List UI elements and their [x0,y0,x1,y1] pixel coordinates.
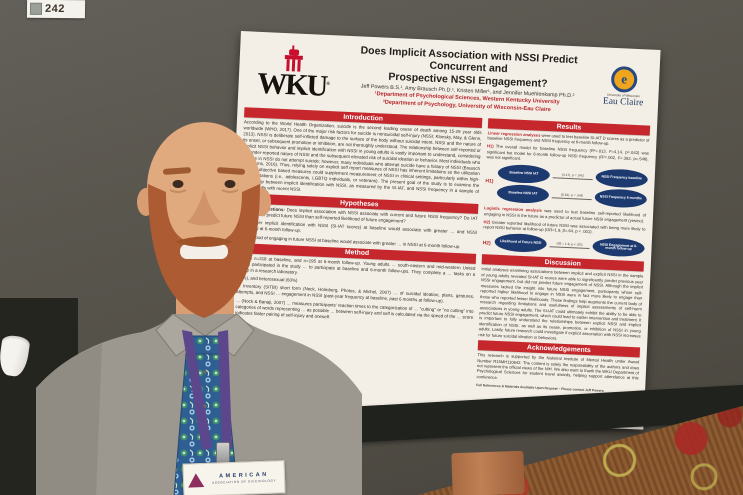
shirt-button [203,404,207,408]
acknowledgements-body: This research is supported by the Nation… [476,352,640,381]
diagram-node: NSSI Frequency 6 months [594,188,648,209]
sign-square-icon [29,2,43,15]
wku-logo: WKU® [245,43,341,102]
poster-board-number-sign: 242 [26,0,86,19]
discussion-body: Initial analyses examining associations … [478,266,644,341]
person-head [147,122,261,254]
diagram-node: Baseline NSSI IAT [496,183,550,205]
person-eye-right [224,180,236,188]
shirt-arm-shading [36,344,102,495]
presenter-person [36,122,362,495]
diagram-edge: (0.61), p = .548 [551,192,592,201]
lanyard-strap-left [182,330,212,450]
diagram-edge-line [551,197,592,201]
wku-cupola-icon [284,44,303,72]
wooden-table-leg [451,450,525,495]
smile-crease-right [221,189,239,193]
uwec-mark-icon: e [610,65,638,93]
shirt-collar-left [155,313,206,357]
diagram-edge-line [549,246,590,250]
poster-title-block: Does Implicit Association with NSSI Pred… [343,44,593,114]
lanyard-strap-right [218,330,232,448]
person-eyebrow-right [217,167,245,175]
registered-mark: ® [326,81,329,87]
person-eye-left [172,180,184,188]
diagram-node: NSSI Frequency baseline [595,167,649,189]
h2-path-diagram: H2) Likelihood of Future NSSI OR = 1.9, … [483,233,645,258]
shirt-collar-right [204,313,255,357]
diagram-node: Baseline NSSI IAT [497,163,551,184]
room-number: 242 [44,2,65,16]
badge-text-block: AMERICAN ASSOCIATION OF SUICIDOLOGY [208,471,280,485]
aas-triangle-icon [187,472,205,488]
uwec-logo: e University of Wisconsin Eau Claire [595,65,653,108]
poster-right-column: Results Linear regression analyses were … [476,115,651,394]
h1-diagram-label: H1) [485,178,494,185]
diagram-edge-line [552,176,593,180]
person-smile [180,244,228,259]
poster-header: WKU® Does Implicit Association with NSSI… [245,36,654,120]
diagram-edge: (4.17), p = .043 [552,172,593,180]
conference-name-badge: AMERICAN ASSOCIATION OF SUICIDOLOGY [182,460,286,495]
diagram-node: Likelihood of Future NSSI [494,233,548,254]
diagram-node: NSSI Engagement at 6-month follow-up [592,237,645,258]
uwec-city-text: Eau Claire [602,95,644,108]
research-poster: WKU® Does Implicit Association with NSSI… [223,31,661,430]
h2-diagram-label: H2) [482,239,491,247]
diagram-row: Baseline NSSI IAT (0.61), p = .548 NSSI … [496,183,648,209]
person-mustache [174,236,234,247]
diagram-edge: OR = 1.9, p < .001 [549,242,590,250]
h1-path-diagram: H1) Baseline NSSI IAT (4.17), p = .043 N… [485,163,649,209]
person-eyebrow-left [163,167,191,175]
person-nose [187,190,221,226]
shirt-button [203,370,207,374]
smile-crease-left [169,189,187,193]
diagram-row: Likelihood of Future NSSI OR = 1.9, p < … [494,233,645,258]
